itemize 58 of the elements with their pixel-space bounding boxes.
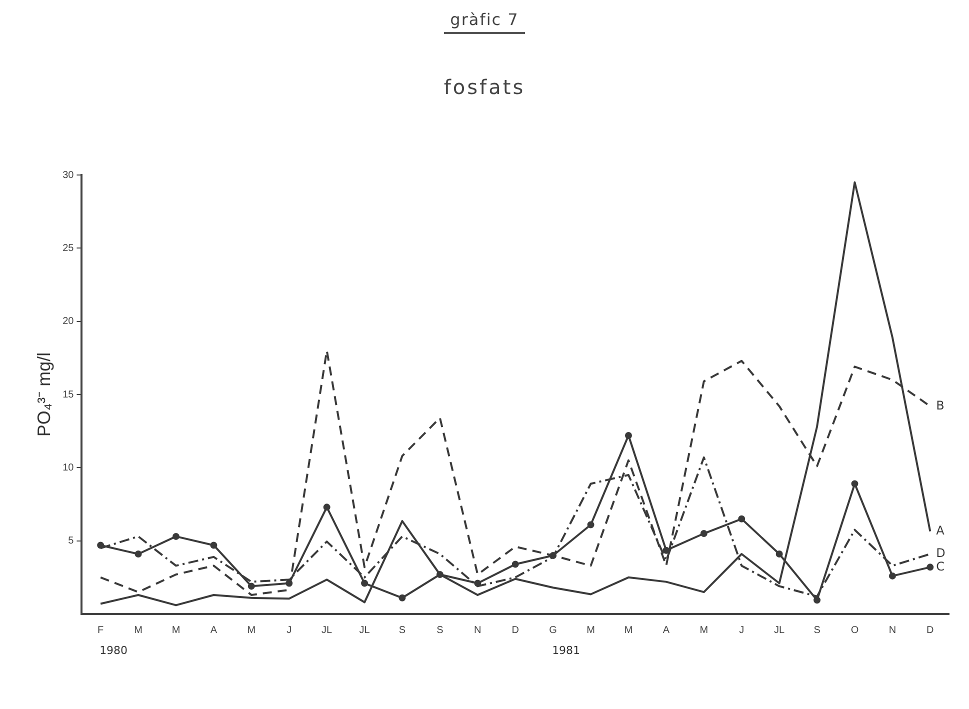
y-tick-label: 20	[62, 316, 74, 328]
y-tick-label: 5	[68, 536, 74, 547]
x-tick-label: M	[586, 624, 595, 636]
x-tick-label: S	[814, 624, 821, 636]
point	[851, 480, 858, 488]
chart-subtitle: fosfats	[442, 75, 526, 99]
point	[662, 546, 670, 554]
x-tick-label: O	[850, 624, 859, 636]
y-tick-label: 15	[62, 389, 74, 400]
x-tick-label: A	[210, 624, 218, 636]
x-tick-label: N	[474, 624, 482, 636]
point	[776, 550, 783, 558]
x-tick-label: J	[739, 624, 744, 636]
x-tick-label: S	[398, 624, 406, 636]
series-label: B	[936, 398, 944, 412]
point	[361, 580, 368, 587]
point	[926, 564, 934, 571]
x-tick-label: J	[286, 624, 292, 636]
point	[172, 532, 180, 540]
x-tick-label: M	[134, 624, 142, 636]
point	[97, 542, 104, 549]
point	[624, 432, 632, 439]
text: 1980	[98, 644, 129, 657]
y-tick-label: 30	[62, 170, 74, 181]
x-tick-label: G	[549, 624, 558, 636]
x-tick-label: D	[512, 624, 519, 636]
x-tick-label: JL	[774, 624, 786, 636]
x-tick-label: JL	[322, 624, 333, 636]
x-tick-label: S	[436, 624, 444, 636]
point	[210, 542, 218, 549]
point	[814, 596, 821, 604]
point	[474, 580, 482, 587]
x-tick-label: D	[926, 624, 934, 636]
point	[512, 560, 519, 568]
y-tick-label: 25	[62, 242, 74, 254]
y-axis-title: PO₄³⁻ mg/l	[34, 352, 54, 437]
y-tick-label: 10	[62, 462, 74, 474]
x-tick-label: JL	[359, 624, 370, 636]
series-label: D	[936, 546, 946, 560]
point	[323, 504, 330, 511]
series-label: C	[936, 559, 945, 574]
point	[398, 594, 406, 602]
x-tick-label: M	[624, 624, 633, 636]
x-tick-label: M	[172, 624, 180, 636]
point	[248, 582, 255, 590]
point	[134, 550, 142, 558]
text: 1981	[551, 644, 582, 657]
x-tick-label: A	[662, 624, 670, 636]
chart-title: gràfic 7	[444, 10, 525, 34]
point	[738, 515, 746, 522]
x-tick-label: M	[700, 624, 708, 636]
x-tick-label: M	[247, 624, 256, 636]
x-tick-label: F	[98, 624, 104, 636]
point	[700, 530, 708, 538]
point	[587, 521, 594, 528]
x-tick-label: N	[888, 624, 896, 636]
point	[888, 572, 896, 580]
series-label: A	[936, 523, 946, 538]
